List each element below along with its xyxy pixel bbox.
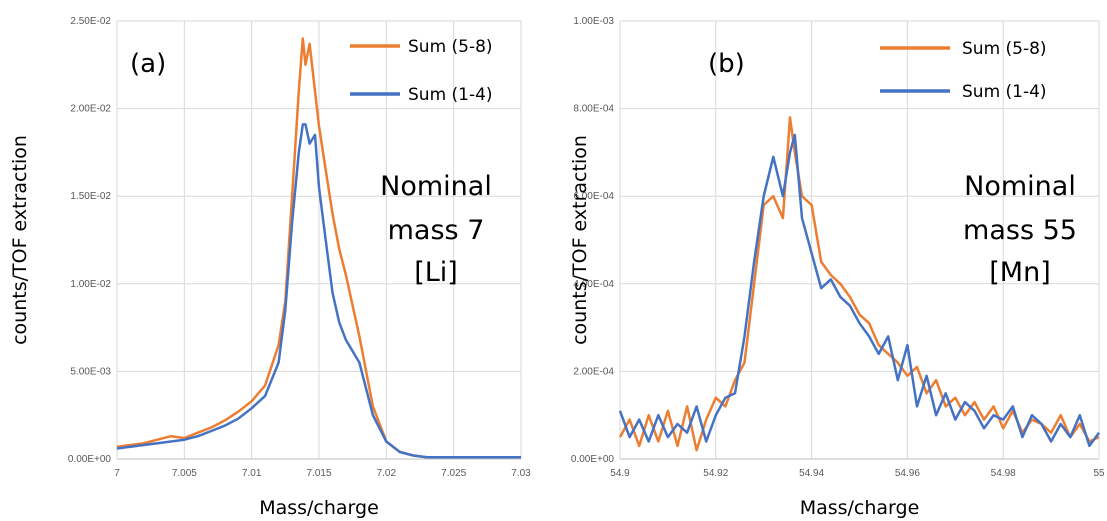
y-tick-label: 4.00E-04 — [573, 279, 614, 290]
panel-label: (b) — [708, 49, 745, 79]
annotation-line: [Li] — [414, 257, 458, 288]
x-tick-label: 7.025 — [441, 468, 466, 479]
x-tick-label: 7.03 — [511, 468, 531, 479]
x-tick-label: 54.92 — [703, 468, 728, 479]
series-line-sum-1-4 — [116, 123, 521, 459]
y-axis-title: counts/TOF extraction — [9, 135, 31, 345]
annotation-line: mass 7 — [388, 215, 485, 246]
legend-entry: Sum (5-8) — [408, 37, 493, 57]
y-tick-label: 2.50E-02 — [70, 16, 111, 27]
x-tick-label: 54.94 — [799, 468, 824, 479]
x-tick-label: 7 — [114, 468, 120, 479]
x-axis-title: Mass/charge — [259, 497, 379, 519]
y-tick-label: 6.00E-04 — [573, 191, 614, 202]
y-tick-label: 1.00E-02 — [70, 279, 111, 290]
x-tick-label: 7.005 — [172, 468, 197, 479]
annotation-line: mass 55 — [963, 215, 1077, 246]
x-axis-title: Mass/charge — [800, 497, 920, 519]
legend-entry: Sum (5-8) — [962, 39, 1047, 59]
y-tick-label: 1.00E-03 — [573, 16, 614, 27]
x-tick-label: 7.015 — [306, 468, 331, 479]
panel-b-chart: 54.9 54.92 54.94 54.96 54.98 55 0.00E+00 2.00E-… — [569, 16, 1105, 519]
y-tick-label: 2.00E-02 — [70, 104, 111, 115]
annotation-line: [Mn] — [989, 257, 1050, 288]
annotation-line: Nominal — [964, 171, 1076, 202]
y-tick-label: 1.50E-02 — [70, 191, 111, 202]
legend-entry: Sum (1-4) — [962, 82, 1047, 102]
x-tick-label: 54.96 — [895, 468, 920, 479]
panel-a-chart: 7 7.005 7.01 7.015 7.02 7.025 7.03 0.00E+00 5.00… — [9, 16, 531, 519]
y-tick-label: 0.00E+00 — [571, 454, 615, 465]
x-tick-label: 7.02 — [377, 468, 397, 479]
y-tick-label: 5.00E-03 — [70, 366, 111, 377]
series-line-sum-1-4 — [618, 133, 1101, 448]
y-tick-label: 2.00E-04 — [573, 366, 614, 377]
annotation-line: Nominal — [380, 171, 492, 202]
x-tick-label: 54.98 — [991, 468, 1016, 479]
panel-label: (a) — [130, 49, 166, 79]
legend-entry: Sum (1-4) — [408, 85, 493, 105]
y-tick-label: 0.00E+00 — [68, 454, 112, 465]
x-tick-label: 54.9 — [610, 468, 630, 479]
y-axis-title: counts/TOF extraction — [569, 135, 591, 345]
x-tick-label: 55 — [1093, 468, 1105, 479]
x-tick-label: 7.01 — [242, 468, 262, 479]
y-tick-label: 8.00E-04 — [573, 104, 614, 115]
